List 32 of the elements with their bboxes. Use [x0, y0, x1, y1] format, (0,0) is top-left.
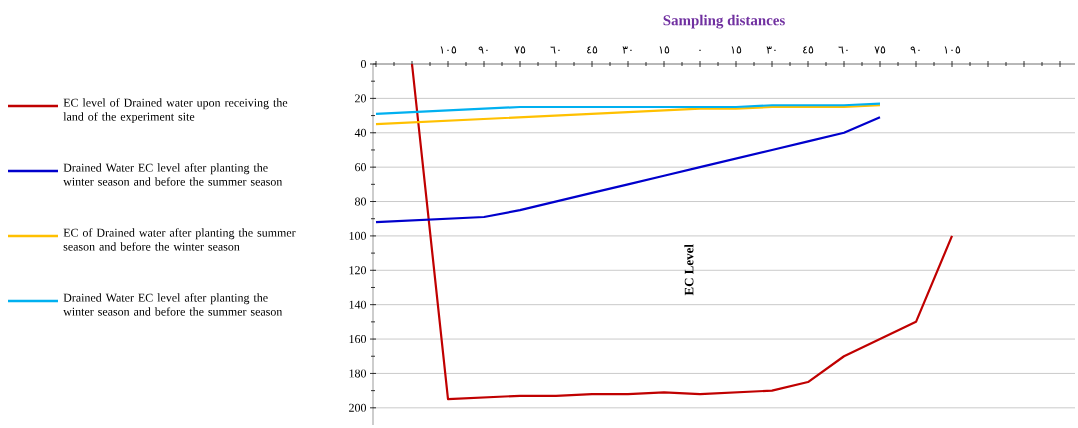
y-axis-title: EC Level [684, 244, 694, 296]
y-tick-label: 160 [349, 335, 367, 344]
y-tick-label: 180 [349, 369, 367, 378]
x-tick-label: ٩٠ [910, 46, 920, 54]
x-tick-label: ٧٥ [514, 46, 526, 54]
x-tick-label: ١٥ [731, 46, 742, 54]
x-tick-label: ٦٠ [550, 46, 560, 54]
x-tick-label: ١٥ [659, 46, 670, 54]
y-tick-label: 120 [349, 266, 367, 275]
x-tick-label: ١٠٥ [944, 46, 961, 54]
legend-label: EC of Drained water after planting the summer season and before the winter season [63, 228, 296, 251]
y-tick-label: 100 [349, 231, 367, 240]
y-tick-label: 60 [355, 163, 367, 172]
y-tick-label: 0 [360, 59, 367, 69]
x-tick-label: ٩٠ [478, 46, 488, 54]
x-tick-label: ٦٠ [838, 46, 848, 54]
x-tick-label: ٠ [699, 49, 701, 52]
x-tick-label: ١٠٥ [440, 46, 457, 54]
y-tick-label: 40 [354, 128, 367, 137]
y-tick-label: 80 [354, 197, 367, 206]
legend-label: Drained Water EC level after planting the winter season and before the summer season [63, 163, 283, 186]
x-tick-label: ٣٠ [622, 46, 632, 54]
x-tick-label: ٤٥ [803, 46, 814, 54]
legend-label: Drained Water EC level after planting the winter season and before the summer season [63, 293, 283, 316]
x-tick-label: ٣٠ [766, 46, 776, 54]
x-tick-label: ٤٥ [587, 46, 598, 54]
y-tick-label: 200 [349, 403, 367, 412]
y-tick-label: 20 [355, 94, 367, 103]
y-tick-label: 140 [349, 300, 367, 309]
x-tick-label: ٧٥ [874, 46, 886, 54]
chart-title: Sampling distances [663, 14, 785, 29]
legend-label: EC level of Drained water upon receiving the land of the experiment site [63, 98, 288, 124]
